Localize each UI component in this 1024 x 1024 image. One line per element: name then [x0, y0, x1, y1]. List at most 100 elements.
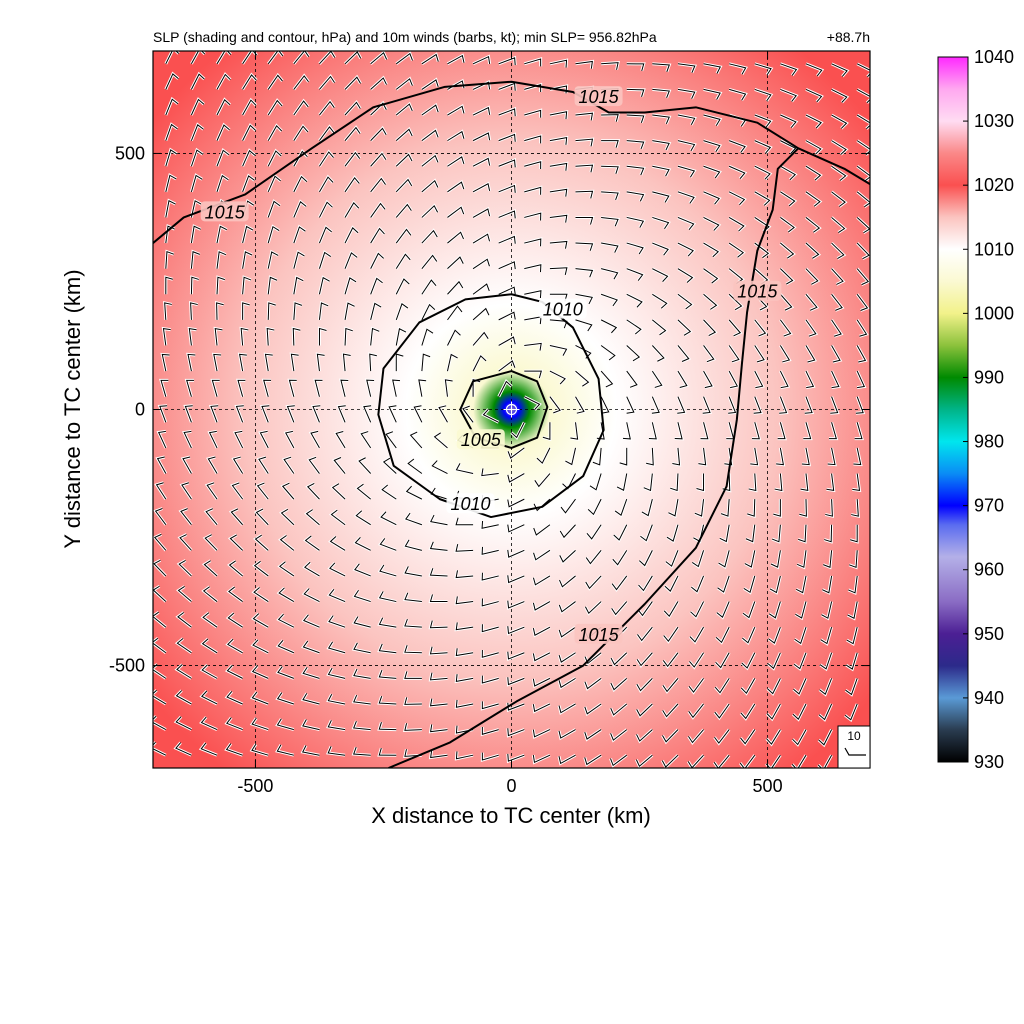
wind-barb — [267, 200, 281, 218]
wind-barb — [319, 126, 335, 141]
wind-barb — [175, 690, 192, 705]
wind-barb — [532, 601, 551, 611]
wind-barb — [421, 229, 438, 244]
wind-barb — [696, 473, 705, 492]
wind-barb — [856, 268, 870, 286]
wind-barb — [481, 572, 499, 581]
wind-barb — [703, 293, 718, 310]
wind-barb — [498, 286, 516, 295]
wind-barb — [404, 618, 422, 628]
wind-barb — [293, 201, 307, 218]
wind-barb — [662, 652, 679, 668]
wind-barb — [340, 379, 349, 397]
wind-barb — [689, 626, 704, 643]
wind-barb — [267, 251, 279, 269]
wind-barb — [379, 538, 397, 551]
wind-barb — [856, 293, 869, 311]
wind-barb — [472, 258, 490, 270]
wind-barb — [585, 575, 602, 590]
wind-barb — [353, 694, 371, 705]
wind-barb — [210, 405, 219, 423]
wind-barb — [698, 447, 707, 466]
wind-barb — [251, 665, 269, 679]
wind-barb — [188, 328, 197, 346]
wind-barb — [829, 422, 837, 440]
wind-barb — [421, 129, 439, 142]
wind-barb — [153, 741, 167, 756]
wind-barb — [773, 499, 781, 517]
wind-barb — [614, 498, 628, 516]
wind-barb — [745, 524, 756, 543]
wind-barb — [190, 276, 199, 295]
wind-barb — [165, 73, 179, 90]
wind-barb — [216, 225, 228, 244]
wind-barb — [751, 422, 760, 440]
wind-barb — [798, 524, 807, 543]
wind-barb — [267, 175, 281, 193]
wind-barb — [611, 601, 628, 616]
wind-barb — [455, 463, 474, 475]
wind-barb — [575, 138, 594, 147]
wind-barb — [388, 405, 397, 423]
wind-barb — [183, 430, 192, 449]
wind-barb — [259, 430, 269, 449]
wind-barb — [747, 499, 756, 517]
wind-barb — [226, 691, 243, 705]
wind-barb — [589, 473, 602, 491]
wind-barb — [850, 524, 858, 543]
wind-barbs — [153, 51, 870, 768]
wind-barb — [231, 482, 244, 500]
wind-barb — [455, 622, 474, 631]
wind-barb — [481, 752, 499, 761]
wind-barb — [532, 652, 551, 662]
wind-barb — [330, 509, 346, 526]
wind-barb — [447, 329, 461, 346]
wind-barb — [652, 319, 667, 336]
wind-barb — [703, 345, 715, 363]
reference-barb-label: 10 — [847, 729, 861, 743]
wind-barb — [176, 638, 192, 654]
wind-barb — [472, 208, 491, 218]
wind-barb — [728, 293, 743, 311]
wind-barb — [754, 114, 772, 128]
wind-barb — [186, 379, 194, 397]
wind-barb — [293, 125, 309, 141]
wind-barb — [524, 290, 542, 299]
wind-barb — [643, 473, 653, 492]
y-tick-label: 500 — [115, 143, 145, 163]
colorbar-tick-label: 960 — [974, 560, 1004, 580]
wind-barb — [601, 165, 619, 174]
wind-barb — [524, 135, 542, 144]
wind-barb — [549, 162, 568, 171]
wind-barb — [190, 200, 202, 218]
wind-barb — [805, 88, 823, 103]
wind-barb — [575, 319, 593, 332]
wind-barb — [652, 242, 669, 256]
wind-barb — [817, 754, 833, 768]
wind-barb — [626, 370, 638, 388]
contour-label-bg — [733, 280, 782, 301]
wind-barb — [805, 165, 822, 181]
wind-barb — [542, 422, 551, 440]
wind-barb — [558, 677, 576, 689]
wind-barb — [754, 345, 765, 363]
wind-barb — [472, 355, 487, 372]
wind-barb — [612, 550, 628, 566]
wind-barb — [575, 268, 594, 278]
wind-barb — [370, 202, 386, 218]
wind-barb — [429, 568, 448, 577]
wind-barb — [648, 422, 657, 440]
wind-barb — [213, 353, 222, 372]
wind-barb — [429, 672, 448, 681]
colorbar-tick-label: 970 — [974, 496, 1004, 516]
wind-barb — [447, 231, 464, 244]
wind-barb — [228, 560, 243, 577]
wind-barb — [407, 458, 423, 474]
wind-barb — [575, 242, 594, 251]
wind-barb — [498, 380, 513, 397]
wind-barb — [831, 370, 840, 389]
wind-barb — [819, 678, 833, 695]
wind-barb — [498, 108, 516, 117]
contour-label-1015: 1015 — [205, 202, 246, 222]
wind-barb — [344, 176, 360, 193]
